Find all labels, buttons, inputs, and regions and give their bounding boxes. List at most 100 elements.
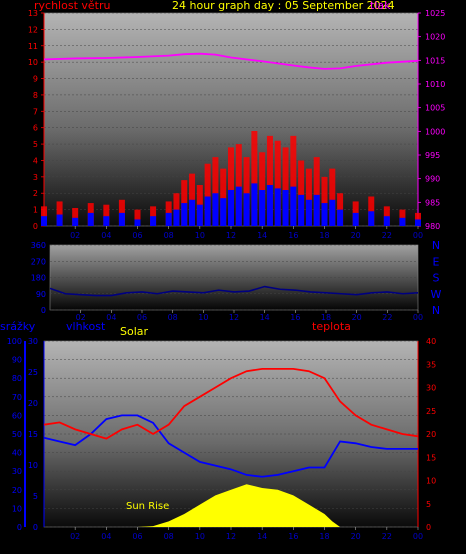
rain-axis-label: 100 (7, 337, 22, 346)
pressure-axis-label: 980 (425, 222, 440, 231)
x-axis-1-label: 18 (319, 231, 329, 240)
x-axis-1-label: 06 (132, 231, 142, 240)
x-axis-1-label: 16 (288, 231, 298, 240)
rain-axis-label: 70 (12, 393, 22, 402)
rain-axis-label: 40 (12, 449, 22, 458)
x-axis-1-label: 04 (101, 231, 111, 240)
solar-area (44, 484, 418, 527)
x-axis-3-label: 16 (288, 532, 298, 541)
x-axis-2-label: 20 (352, 313, 362, 322)
wind-axis-label: 7 (33, 107, 38, 116)
temperature-axis-label: 0 (426, 523, 431, 532)
x-axis-2-label: 10 (198, 313, 208, 322)
humidity-axis-label: 0 (33, 523, 38, 532)
wind-axis-label: 8 (33, 91, 38, 100)
rain-axis-label: 10 (12, 504, 22, 513)
rain-axis-title: srážky (0, 320, 36, 333)
x-axis-3-label: 08 (164, 532, 174, 541)
wind-axis-label: 5 (33, 140, 38, 149)
x-axis-2-label: 12 (229, 313, 239, 322)
x-axis-3-label: 18 (319, 532, 329, 541)
x-axis-1-label: 12 (226, 231, 236, 240)
temperature-axis-label: 15 (426, 453, 436, 462)
pressure-axis-label: 1015 (425, 56, 445, 65)
temperature-axis-label: 25 (426, 407, 436, 416)
wind-axis-label: 9 (33, 75, 38, 84)
x-axis-1-label: 14 (257, 231, 267, 240)
compass-label: N (432, 239, 440, 252)
direction-axis-label: 180 (31, 274, 46, 283)
x-axis-3-label: 06 (132, 532, 142, 541)
rain-axis-label: 30 (12, 467, 22, 476)
humidity-axis-label: 25 (28, 368, 38, 377)
wind-axis-label: 4 (33, 156, 38, 165)
temperature-axis-label: 20 (426, 430, 436, 439)
solar-label: Solar (120, 325, 149, 338)
wind-axis-label: 3 (33, 173, 38, 182)
x-axis-3-label: 22 (382, 532, 392, 541)
wind-axis-label: 12 (28, 25, 38, 34)
x-axis-2-label: 18 (321, 313, 331, 322)
pressure-axis-label: 985 (425, 198, 440, 207)
x-axis-3-label: 12 (226, 532, 236, 541)
humidity-axis-label: 15 (28, 430, 38, 439)
pressure-axis-label: 995 (425, 151, 440, 160)
x-axis-2-label: 04 (106, 313, 116, 322)
direction-axis-label: 270 (31, 257, 46, 266)
pressure-axis-label: 1005 (425, 104, 445, 113)
rain-axis-label: 80 (12, 374, 22, 383)
x-axis-2-label: 14 (260, 313, 270, 322)
wind-axis-label: 10 (28, 58, 38, 67)
x-axis-2-label: 22 (382, 313, 392, 322)
temperature-axis-title: teplota (312, 320, 351, 333)
x-axis-1-label: 02 (70, 231, 80, 240)
temperature-axis-label: 5 (426, 500, 431, 509)
x-axis-3-label: 02 (70, 532, 80, 541)
wind-axis-label: 2 (33, 189, 38, 198)
wind-axis-label: 11 (28, 42, 38, 51)
humidity-axis-title: vlhkost (66, 320, 106, 333)
pressure-axis-label: 1000 (425, 127, 445, 136)
direction-line (49, 285, 419, 297)
x-axis-2-label: 16 (290, 313, 300, 322)
x-axis-2-label: 02 (76, 313, 86, 322)
direction-axis-label: 90 (36, 290, 46, 299)
pressure-axis-title: tlak (370, 0, 391, 12)
x-axis-2-label: 06 (137, 313, 147, 322)
wind-axis-label: 1 (33, 206, 38, 215)
humidity-axis-label: 5 (33, 492, 38, 501)
pressure-axis-label: 1010 (425, 80, 445, 89)
temperature-axis-label: 10 (426, 477, 436, 486)
temperature-axis-label: 30 (426, 384, 436, 393)
pressure-axis-label: 1025 (425, 9, 445, 18)
x-axis-3-label: 10 (195, 532, 205, 541)
wind-axis-label: 13 (28, 9, 38, 18)
x-axis-1-label: 00 (413, 231, 423, 240)
chart-title: 24 hour graph day : 05 September 2024 (172, 0, 395, 12)
pressure-axis-label: 1020 (425, 33, 445, 42)
pressure-line (43, 52, 419, 70)
rain-axis-label: 90 (12, 356, 22, 365)
x-axis-1-label: 10 (195, 231, 205, 240)
humidity-axis-label: 20 (28, 399, 38, 408)
x-axis-1-label: 22 (382, 231, 392, 240)
humidity-line (43, 414, 418, 478)
pressure-axis-label: 990 (425, 175, 440, 184)
humidity-axis-label: 30 (28, 337, 38, 346)
rain-axis-label: 50 (12, 430, 22, 439)
x-axis-1-label: 08 (164, 231, 174, 240)
wind-axis-title: rychlost větru (34, 0, 111, 12)
x-axis-3-label: 00 (413, 532, 423, 541)
sunrise-label: Sun Rise (126, 501, 170, 512)
temperature-axis-label: 40 (426, 337, 436, 346)
x-axis-1-label: 20 (351, 231, 361, 240)
wind-axis-label: 0 (33, 222, 38, 231)
compass-label: N (432, 304, 440, 317)
compass-label: W (431, 288, 442, 301)
plot-area-3 (43, 340, 419, 528)
compass-label: S (433, 272, 440, 285)
rain-axis-label: 60 (12, 411, 22, 420)
humidity-axis-label: 10 (28, 461, 38, 470)
